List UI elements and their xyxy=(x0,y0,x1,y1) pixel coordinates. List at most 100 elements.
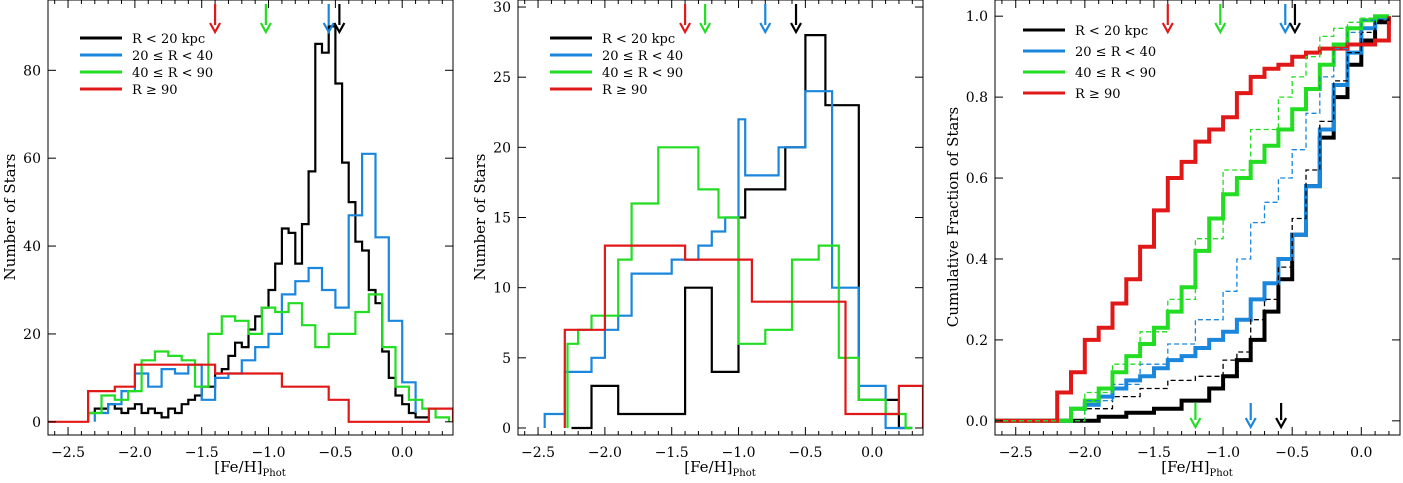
median-markers xyxy=(679,4,802,35)
median-arrow-marker xyxy=(790,4,802,35)
median-arrow-marker xyxy=(1279,4,1292,35)
x-tick-label: −0.5 xyxy=(788,445,822,461)
plot-frame xyxy=(47,0,454,436)
median-markers xyxy=(1161,4,1301,430)
x-tick-label: −1.5 xyxy=(655,445,689,461)
x-tick-label: 0.0 xyxy=(391,445,413,461)
y-tick-label: 0.4 xyxy=(966,252,988,268)
series-r-20-kpc xyxy=(571,34,913,430)
x-tick-label: −0.5 xyxy=(318,445,352,461)
median-arrow-marker xyxy=(699,4,712,35)
y-tick-label: 60 xyxy=(23,151,41,167)
series-r-90 xyxy=(48,363,453,423)
legend-label-0: R < 20 kpc xyxy=(132,32,205,47)
legend-label-2: 40 ≤ R < 90 xyxy=(602,66,683,81)
legend-label-0: R < 20 kpc xyxy=(1075,24,1148,39)
legend: R < 20 kpc 20 ≤ R < 40 40 ≤ R < 90 R ≥ 9… xyxy=(550,32,683,98)
y-tick-label: 0.0 xyxy=(966,414,988,430)
median-arrow-marker xyxy=(1161,4,1174,35)
median-arrow-marker xyxy=(1244,403,1257,430)
median-arrow-marker xyxy=(209,4,222,35)
y-tick-label: 10 xyxy=(493,281,511,297)
series-r-90 xyxy=(563,244,923,428)
series-40-r-90 xyxy=(995,14,1389,423)
y-axis-title: Number of Stars xyxy=(1,154,19,281)
x-tick-label: −2.0 xyxy=(588,445,622,461)
x-tick-label: −2.5 xyxy=(51,445,85,461)
series-20-r-40 xyxy=(995,16,1391,423)
series-20-r-40 xyxy=(543,90,913,430)
x-axis-title: [Fe/H]Phot xyxy=(1161,458,1233,479)
legend-label-1: 20 ≤ R < 40 xyxy=(602,49,683,64)
legend-label-3: R ≥ 90 xyxy=(602,83,648,98)
y-tick-label: 0 xyxy=(502,421,511,437)
series-40-r-90 xyxy=(87,293,451,422)
median-arrow-marker xyxy=(679,4,692,35)
legend-label-2: 40 ≤ R < 90 xyxy=(1075,66,1156,81)
cumulative-panel-right: Cumulative Fraction of Stars [Fe/H]Phot … xyxy=(944,0,1401,479)
x-tick-label: −1.5 xyxy=(185,445,219,461)
axis-ticks: −2.5 −2.0 −1.5 −1.0 −0.5 0.0 0.0 0.2 0.4 0.6 0.8 1.… xyxy=(966,0,1400,461)
x-tick-label: −2.0 xyxy=(1068,445,1102,461)
legend-label-0: R < 20 kpc xyxy=(602,32,675,47)
y-tick-label: 0 xyxy=(32,415,41,431)
legend-label-1: 20 ≤ R < 40 xyxy=(132,49,213,64)
series-r-20-kpc-dashed- xyxy=(995,16,1390,422)
y-axis-title: Number of Stars xyxy=(471,154,489,281)
y-tick-label: 5 xyxy=(502,351,511,367)
series-group xyxy=(995,14,1391,423)
median-arrow-marker xyxy=(322,4,335,35)
x-axis-title: [Fe/H]Phot xyxy=(214,458,286,479)
y-tick-label: 80 xyxy=(23,63,41,79)
y-axis-title: Cumulative Fraction of Stars xyxy=(944,107,962,327)
x-tick-label: −1.5 xyxy=(1137,445,1171,461)
series-r-90 xyxy=(995,16,1391,423)
median-arrow-marker xyxy=(333,4,346,35)
y-tick-label: 25 xyxy=(493,70,511,86)
series-20-r-40 xyxy=(93,152,417,422)
x-tick-label: 0.0 xyxy=(1350,445,1372,461)
axis-ticks: −2.5 −2.0 −1.5 −1.0 −0.5 0.0 0 20 40 60 80 xyxy=(23,0,453,461)
median-arrow-marker xyxy=(1275,403,1288,430)
x-tick-label: −2.5 xyxy=(521,445,555,461)
series-20-r-40-dashed- xyxy=(995,15,1389,422)
series-group xyxy=(543,34,923,430)
y-tick-label: 30 xyxy=(493,0,511,16)
x-tick-label: −2.0 xyxy=(118,445,152,461)
y-tick-label: 40 xyxy=(23,239,41,255)
y-tick-label: 0.8 xyxy=(966,90,988,106)
legend-label-1: 20 ≤ R < 40 xyxy=(1075,45,1156,60)
x-tick-label: 0.0 xyxy=(861,445,883,461)
median-arrow-marker xyxy=(759,4,772,35)
x-tick-label: −1.0 xyxy=(722,445,756,461)
median-arrow-marker xyxy=(1288,4,1301,35)
axis-ticks: −2.5 −2.0 −1.5 −1.0 −0.5 0.0 0 5 10 15 20 25 30 xyxy=(493,0,923,461)
series-40-r-90 xyxy=(566,146,913,430)
x-tick-label: −1.0 xyxy=(1206,445,1240,461)
series-40-r-90-dashed- xyxy=(995,15,1389,422)
histogram-panel-middle: Number of Stars [Fe/H]Phot −2.5 −2.0 −1.5−… xyxy=(471,0,924,479)
y-tick-label: 20 xyxy=(493,140,511,156)
y-tick-label: 20 xyxy=(23,327,41,343)
histogram-panel-left: Number of Stars [Fe/H]Phot −2.5 −2.0 −1.5 −… xyxy=(1,0,454,479)
y-tick-label: 0.2 xyxy=(966,333,988,349)
legend: R < 20 kpc 20 ≤ R < 40 40 ≤ R < 90 R ≥ 9… xyxy=(1023,24,1156,102)
median-arrow-marker xyxy=(259,4,272,35)
legend-label-2: 40 ≤ R < 90 xyxy=(132,66,213,81)
median-markers xyxy=(209,4,346,35)
series-r-20-kpc xyxy=(995,16,1391,423)
median-arrow-marker xyxy=(1214,4,1227,35)
series-group xyxy=(48,25,453,423)
x-tick-label: −0.5 xyxy=(1275,445,1309,461)
legend-label-3: R ≥ 90 xyxy=(1075,87,1121,102)
legend-label-3: R ≥ 90 xyxy=(132,83,178,98)
y-tick-label: 1.0 xyxy=(966,9,988,25)
y-tick-label: 0.6 xyxy=(966,171,988,187)
median-arrow-marker xyxy=(1189,403,1202,430)
x-tick-label: −2.5 xyxy=(999,445,1033,461)
x-axis-title: [Fe/H]Phot xyxy=(684,458,756,479)
plot-frame xyxy=(994,0,1401,436)
legend: R < 20 kpc 20 ≤ R < 40 40 ≤ R < 90 R ≥ 9… xyxy=(80,32,213,98)
y-tick-label: 15 xyxy=(493,211,511,227)
